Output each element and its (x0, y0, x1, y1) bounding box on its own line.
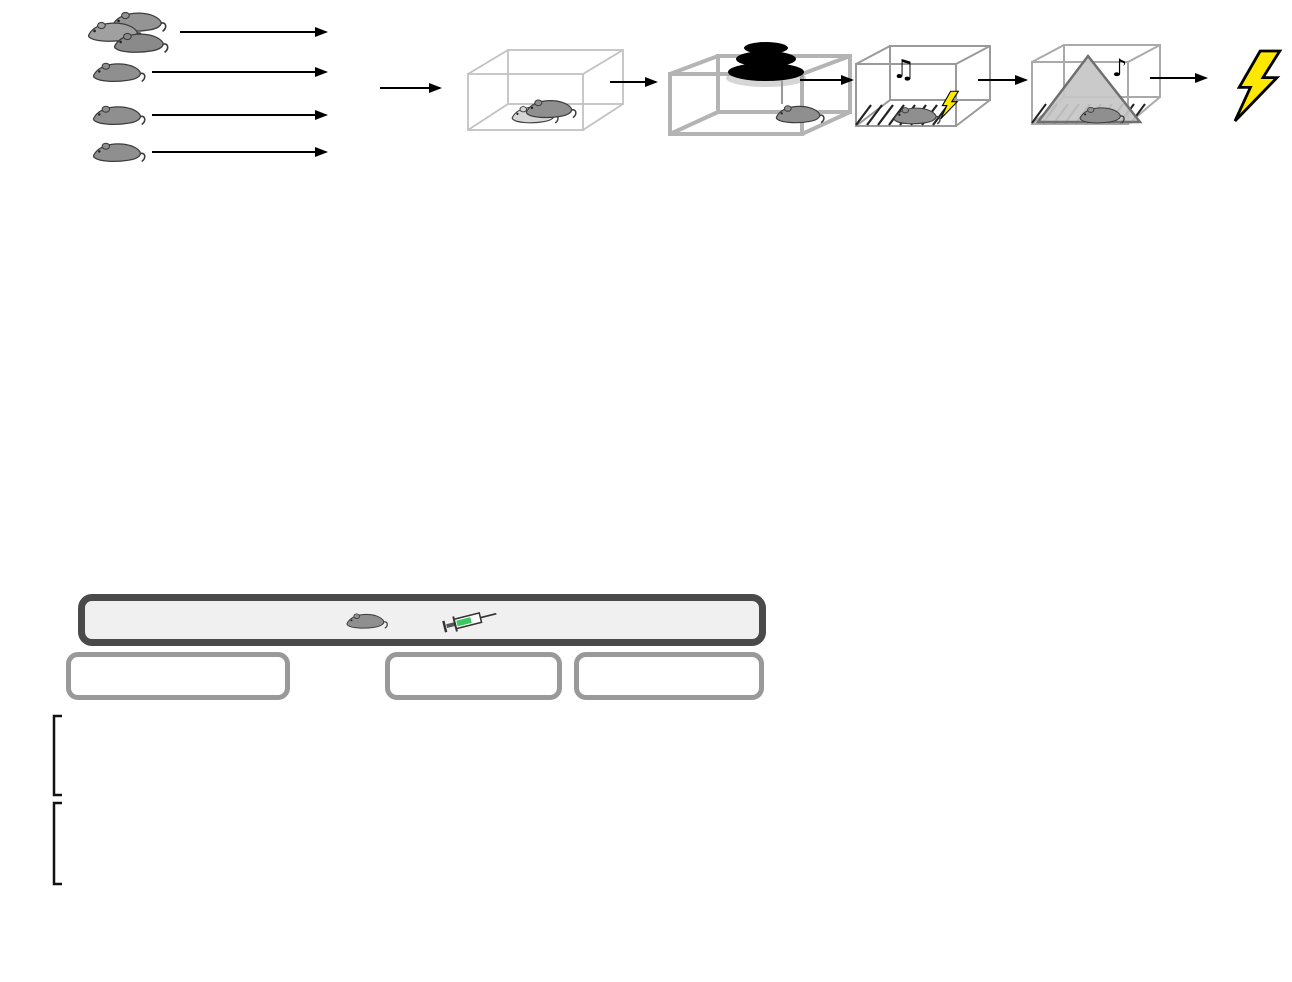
mouse-icon (92, 62, 146, 83)
post-rows-shade (33, 799, 743, 887)
tone-fear-test-cage-icon: ♪ (1031, 44, 1161, 125)
timeline-arrow-icon (152, 66, 328, 77)
column-header-behavioral-assay (66, 652, 290, 700)
gh-mice-icon (87, 11, 169, 54)
footshock-bolt-icon (1233, 49, 1282, 123)
fear-conditioning-cage-icon: ♫ (855, 45, 991, 127)
timeline-arrow-icon (610, 76, 658, 87)
music-note-icon: ♪ (1112, 54, 1127, 82)
timeline-arrow-icon (800, 74, 854, 85)
timeline-arrow-icon (380, 82, 442, 93)
header-resident-intruder (55, 192, 400, 246)
header-tone-fear-test (787, 192, 1048, 246)
looming-disk-cage-icon (668, 42, 852, 136)
column-header-osan-during-sis (574, 652, 764, 700)
row-group-during (24, 731, 48, 779)
header-footshock (1105, 192, 1282, 246)
timeline-arrow-icon (1150, 72, 1208, 83)
row-group-post (24, 819, 48, 867)
timeline-arrow-icon (180, 26, 328, 37)
timeline-arrow-icon (152, 109, 328, 120)
timeline-arrow-icon (152, 146, 328, 157)
column-header-osan-pre-test (385, 652, 562, 700)
resident-intruder-cage-icon (467, 49, 624, 131)
chart-fighters (30, 250, 240, 590)
chart-tone-freezing (750, 240, 1065, 590)
mouse-icon (92, 142, 146, 163)
mouse-icon (92, 105, 146, 126)
chart-shock-reactivity (1090, 240, 1290, 590)
row-group-brackets (52, 714, 62, 886)
chart-fighting-bouts (230, 250, 445, 590)
chart-loom-freezing (430, 240, 745, 590)
sis-mouse-icon (344, 609, 390, 631)
timeline-arrow-icon (978, 74, 1028, 85)
music-note-icon: ♫ (892, 55, 915, 85)
syringe-icon (442, 607, 500, 633)
osanetant-banner (78, 594, 766, 646)
